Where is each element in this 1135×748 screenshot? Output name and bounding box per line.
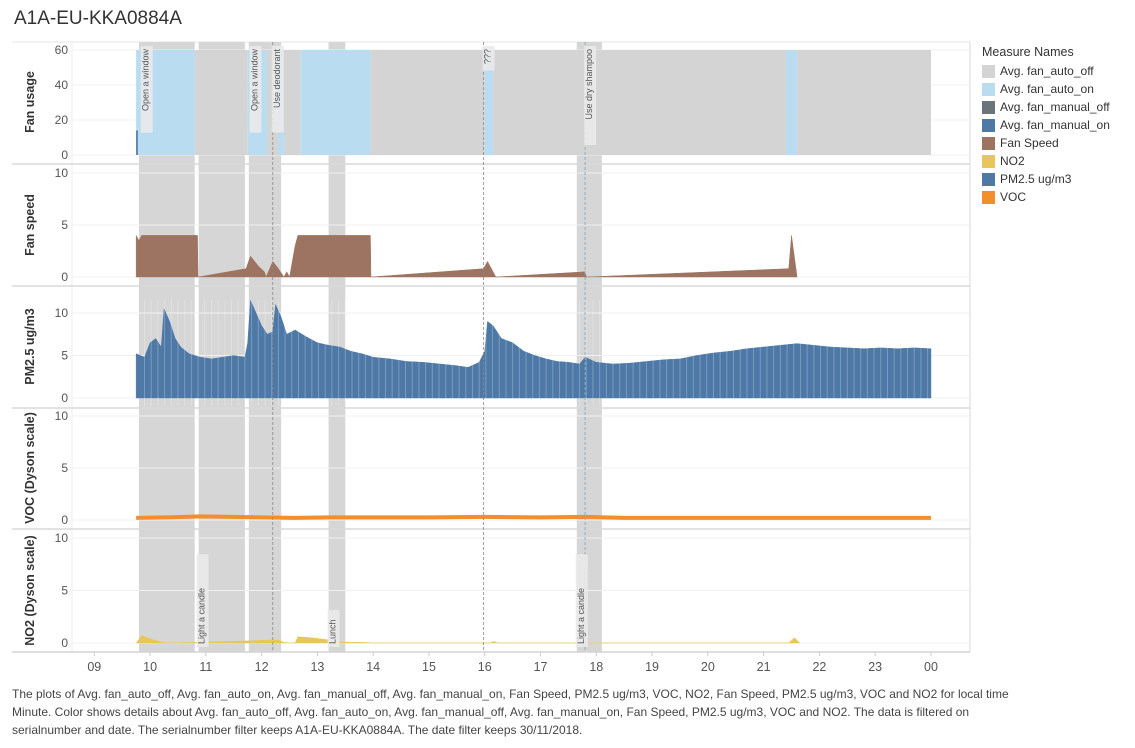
legend-item[interactable]: VOC <box>982 188 1110 206</box>
annotation-box <box>482 46 495 71</box>
x-tick-label: 21 <box>757 660 771 674</box>
x-tick-label: 15 <box>422 660 436 674</box>
legend-label: Avg. fan_auto_off <box>1000 64 1094 78</box>
chart-title: A1A-EU-KKA0884A <box>14 8 182 29</box>
annotation-box <box>327 610 340 647</box>
y-tick-label: 10 <box>55 409 69 423</box>
x-tick-label: 14 <box>366 660 380 674</box>
y-tick-label: 0 <box>61 636 68 650</box>
legend-swatch <box>982 136 995 150</box>
legend-swatch <box>982 82 995 96</box>
legend-item[interactable]: NO2 <box>982 152 1110 170</box>
fan-usage-bar <box>194 50 248 155</box>
legend-label: Avg. fan_auto_on <box>1000 82 1094 96</box>
x-tick-label: 16 <box>478 660 492 674</box>
x-tick-label: 10 <box>143 660 157 674</box>
annotation-label: Use dry shampoo <box>584 49 594 120</box>
y-tick-label: 10 <box>55 531 69 545</box>
annotation-box <box>271 46 284 133</box>
legend-swatch <box>982 172 995 186</box>
legend-label: Avg. fan_manual_on <box>1000 118 1110 132</box>
chart-caption: The plots of Avg. fan_auto_off, Avg. fan… <box>12 687 1009 737</box>
y-axis-label: PM2.5 ug/m3 <box>23 308 37 384</box>
x-tick-label: 12 <box>255 660 269 674</box>
legend-label: Avg. fan_manual_off <box>1000 100 1110 114</box>
legend-item[interactable]: Avg. fan_manual_off <box>982 98 1110 116</box>
legend-item[interactable]: PM2.5 ug/m3 <box>982 170 1110 188</box>
fan-usage-bar <box>300 50 371 155</box>
x-tick-label: 20 <box>701 660 715 674</box>
y-tick-label: 10 <box>55 166 69 180</box>
series-area-fan-speed <box>135 235 798 278</box>
fan-usage-bar <box>283 50 301 155</box>
y-tick-label: 5 <box>61 218 68 232</box>
series-area-no2 <box>135 635 801 644</box>
annotation-box <box>249 46 262 133</box>
legend-swatch <box>982 154 995 168</box>
fan-usage-bar <box>484 50 494 155</box>
y-tick-label: 5 <box>61 349 68 363</box>
y-axis-label: Fan usage <box>23 71 37 133</box>
voc-line <box>136 514 931 520</box>
fan-usage-bar <box>370 50 485 155</box>
annotation-label: Light a candle <box>196 588 206 644</box>
annotation-box <box>140 46 153 133</box>
legend-item[interactable]: Avg. fan_auto_on <box>982 80 1110 98</box>
legend-swatch <box>982 64 995 78</box>
annotation-label: Open a window <box>141 49 151 112</box>
x-tick-label: 18 <box>589 660 603 674</box>
legend-label: Fan Speed <box>1000 136 1059 150</box>
y-axis-label: NO2 (Dyson scale) <box>23 535 37 645</box>
series-area-pm2-5-ug-m3 <box>135 300 932 399</box>
fan-usage-bar <box>493 50 786 155</box>
y-tick-label: 10 <box>55 306 69 320</box>
legend: Measure Names Avg. fan_auto_off Avg. fan_… <box>982 45 1110 206</box>
legend-label: NO2 <box>1000 154 1025 168</box>
y-tick-label: 20 <box>55 113 69 127</box>
legend-label: PM2.5 ug/m3 <box>1000 172 1072 186</box>
x-tick-label: 23 <box>868 660 882 674</box>
legend-swatch <box>982 100 995 114</box>
annotation-label: ??? <box>483 49 493 64</box>
y-axis-label: VOC (Dyson scale) <box>23 412 37 524</box>
y-tick-label: 0 <box>61 270 68 284</box>
legend-item[interactable]: Fan Speed <box>982 134 1110 152</box>
annotation-label: Lunch <box>328 619 338 644</box>
fan-usage-bar <box>785 50 798 155</box>
annotation-label: Use deodorant <box>272 49 282 109</box>
x-tick-label: 13 <box>310 660 324 674</box>
x-tick-label: 00 <box>924 660 938 674</box>
chart-area: 0 20 40 60 Fan usage 0 5 10 Fan speed 0 5 10 PM2.5 u… <box>12 41 971 674</box>
x-tick-label: 09 <box>87 660 101 674</box>
fan-usage-bar <box>797 50 931 155</box>
legend-item[interactable]: Avg. fan_manual_on <box>982 116 1110 134</box>
y-tick-label: 40 <box>55 78 69 92</box>
y-tick-label: 5 <box>61 461 68 475</box>
legend-label: VOC <box>1000 190 1027 204</box>
x-tick-label: 11 <box>199 660 212 674</box>
y-tick-label: 0 <box>61 391 68 405</box>
x-tick-label: 17 <box>534 660 548 674</box>
y-tick-label: 0 <box>61 148 68 162</box>
annotation-box <box>196 554 209 647</box>
legend-swatch <box>982 190 995 204</box>
y-tick-label: 5 <box>61 584 68 598</box>
legend-swatch <box>982 118 995 132</box>
annotation-label: Open a window <box>249 49 259 112</box>
annotation-box <box>584 46 597 145</box>
y-axis-label: Fan speed <box>23 194 37 256</box>
y-tick-label: 0 <box>61 513 68 527</box>
x-tick-label: 19 <box>645 660 659 674</box>
x-tick-label: 22 <box>812 660 826 674</box>
legend-title: Measure Names <box>982 45 1074 59</box>
y-tick-label: 60 <box>55 43 69 57</box>
annotation-label: Light a candle <box>576 588 586 644</box>
legend-item[interactable]: Avg. fan_auto_off <box>982 62 1110 80</box>
annotation-box <box>575 554 588 647</box>
fan-usage-bar <box>136 130 138 155</box>
